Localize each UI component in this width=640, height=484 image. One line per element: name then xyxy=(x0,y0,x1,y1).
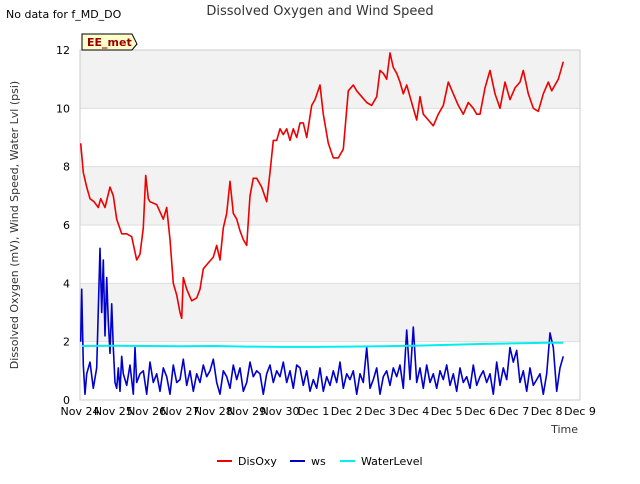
x-tick-label: Dec 3 xyxy=(364,405,396,418)
series-layer xyxy=(79,52,565,396)
y-tick-label: 12 xyxy=(56,44,70,57)
x-tick-label: Nov 26 xyxy=(127,405,166,418)
x-tick-label: Nov 30 xyxy=(261,405,300,418)
background-bands xyxy=(80,50,580,342)
grid-band xyxy=(80,283,580,342)
legend: DisOxy ws WaterLevel xyxy=(217,455,423,468)
y-tick-label: 10 xyxy=(56,102,70,115)
plot-frame xyxy=(79,49,581,401)
chart-title: Dissolved Oxygen and Wind Speed xyxy=(206,4,433,19)
legend-item-ws: ws xyxy=(290,455,326,468)
x-tick-label: Dec 4 xyxy=(397,405,429,418)
x-tick-label: Dec 8 xyxy=(531,405,563,418)
x-tick-label: Nov 25 xyxy=(94,405,133,418)
x-tick-label: Nov 27 xyxy=(161,405,200,418)
y-tick-label: 8 xyxy=(63,161,70,174)
badge-label: EE_met xyxy=(87,36,132,49)
x-tick-label: Dec 6 xyxy=(464,405,496,418)
x-tick-label: Dec 9 xyxy=(564,405,596,418)
y-tick-label: 2 xyxy=(63,336,70,349)
x-tick-label: Dec 2 xyxy=(331,405,363,418)
x-tick-label: Dec 7 xyxy=(497,405,529,418)
legend-label-disoxy: DisOxy xyxy=(238,455,277,468)
grid-band xyxy=(80,166,580,225)
badge-shape xyxy=(81,33,138,51)
legend-item-waterlevel: WaterLevel xyxy=(340,455,423,468)
series-line-ws xyxy=(79,247,565,396)
y-tick-label: 6 xyxy=(63,219,70,232)
y-axis-label: Dissolved Oxygen (mV), Wind Speed, Water… xyxy=(8,81,21,369)
legend-item-disoxy: DisOxy xyxy=(217,455,277,468)
x-tick-label: Nov 28 xyxy=(194,405,233,418)
y-tick-label: 0 xyxy=(63,394,70,407)
x-axis-label: Time xyxy=(550,423,578,436)
series-line-waterlevel xyxy=(81,341,564,348)
y-tick-label: 4 xyxy=(63,277,70,290)
nodata-note: No data for f_MD_DO xyxy=(6,8,122,21)
x-tick-label: Nov 24 xyxy=(61,405,100,418)
x-tick-label: Nov 29 xyxy=(227,405,266,418)
series-line-disoxy xyxy=(79,52,565,320)
grid-band xyxy=(80,50,580,109)
legend-label-waterlevel: WaterLevel xyxy=(361,455,423,468)
legend-label-ws: ws xyxy=(311,455,326,468)
y-axis-ticks: 0 2 4 6 8 10 12 xyxy=(56,44,70,407)
x-tick-label: Dec 1 xyxy=(297,405,329,418)
x-tick-label: Dec 5 xyxy=(431,405,463,418)
ee-met-badge: EE_met xyxy=(81,33,138,51)
